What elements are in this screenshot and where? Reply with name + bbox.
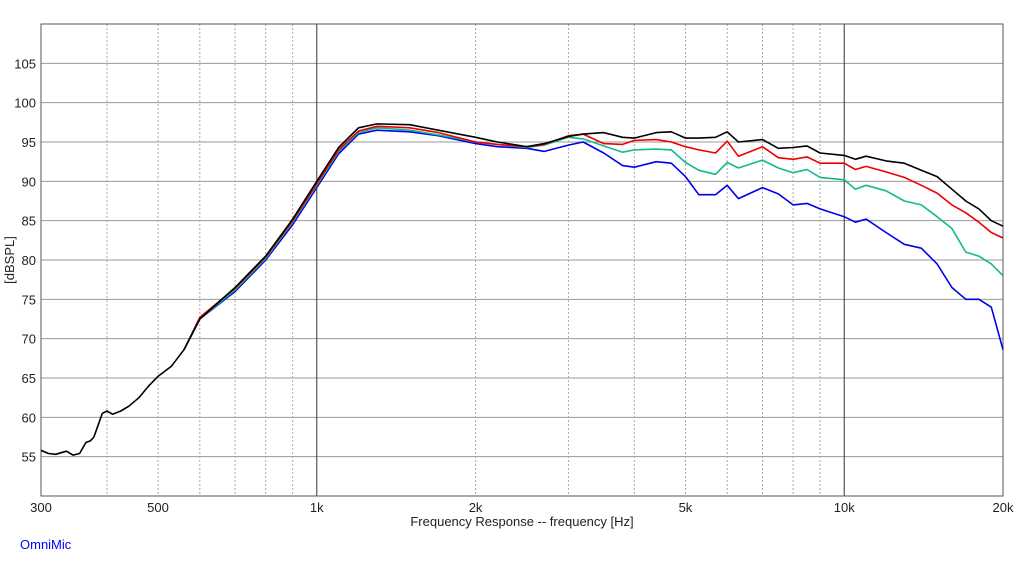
- omnimic-label: OmniMic: [20, 537, 72, 552]
- series-line-2: [183, 127, 1004, 351]
- y-tick-label: 100: [14, 96, 36, 111]
- x-tick-label: 20k: [993, 500, 1014, 515]
- y-tick-label: 90: [22, 174, 36, 189]
- x-tick-label: 5k: [679, 500, 693, 515]
- y-tick-labels: 55 60 65 70 75 80 85 90 95 100 105: [14, 56, 36, 464]
- y-tick-label: 95: [22, 135, 36, 150]
- x-axis-label: Frequency Response -- frequency [Hz]: [410, 514, 633, 529]
- plot-frame: [40, 23, 1004, 497]
- x-tick-label: 1k: [310, 500, 324, 515]
- x-tick-label: 500: [147, 500, 169, 515]
- x-tick-label: 2k: [469, 500, 483, 515]
- y-tick-label: 55: [22, 450, 36, 465]
- grid: [41, 24, 1003, 496]
- y-tick-label: 60: [22, 410, 36, 425]
- y-tick-label: 65: [22, 371, 36, 386]
- y-tick-label: 80: [22, 253, 36, 268]
- x-tick-label: 300: [30, 500, 52, 515]
- y-tick-label: 70: [22, 332, 36, 347]
- y-tick-label: 75: [22, 292, 36, 307]
- series-lines: [40, 123, 1004, 456]
- x-tick-label: 10k: [834, 500, 855, 515]
- x-tick-labels: 300 500 1k 2k 5k 10k 20k: [30, 500, 1014, 515]
- series-line-3: [183, 125, 1004, 351]
- y-tick-label: 105: [14, 56, 36, 71]
- series-line-1: [183, 129, 1004, 351]
- series-line-4: [40, 123, 1004, 456]
- y-tick-label: 85: [22, 214, 36, 229]
- y-axis-label: [dBSPL]: [2, 236, 17, 284]
